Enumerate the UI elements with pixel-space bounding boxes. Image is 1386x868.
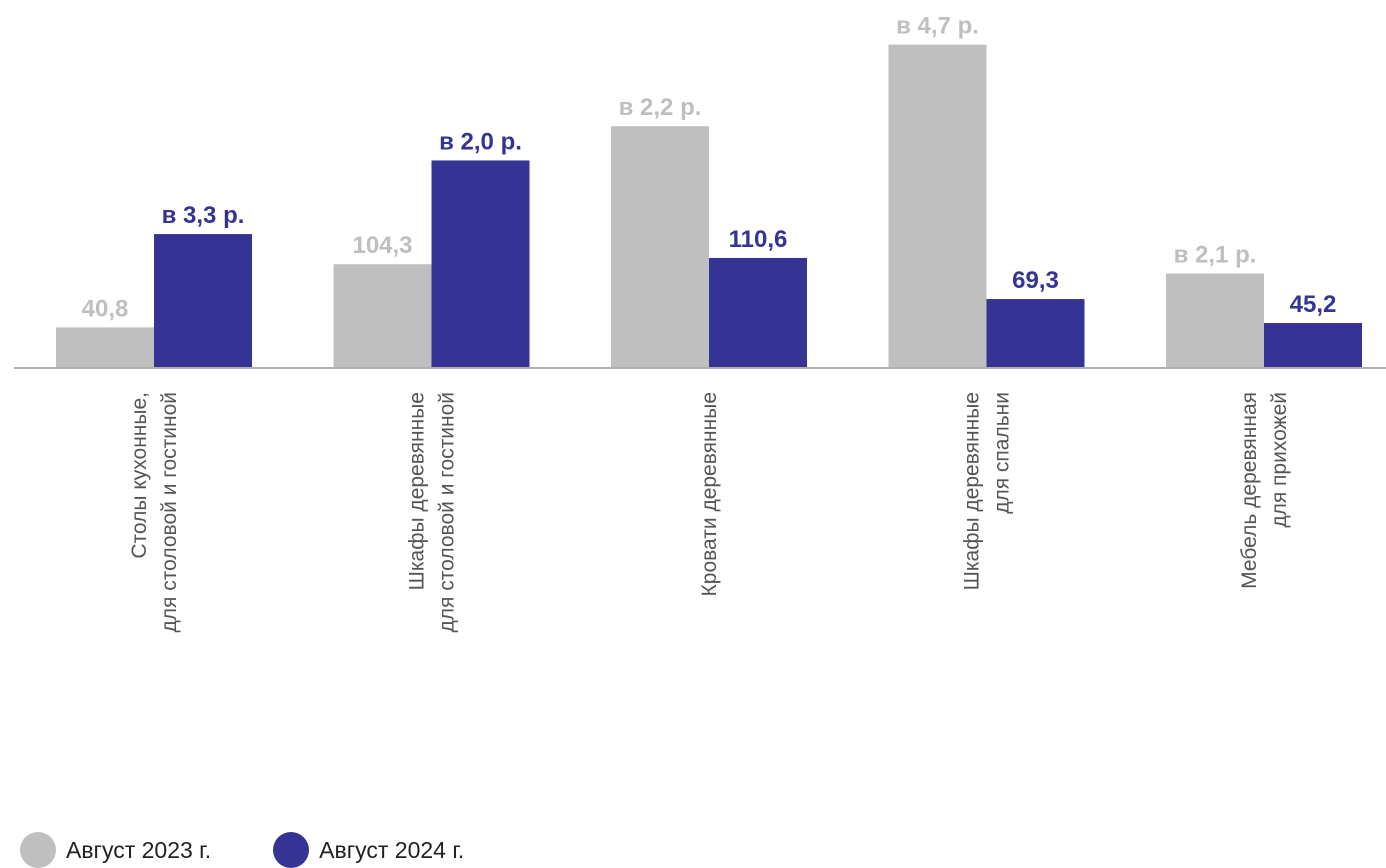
category-label-1: Столы кухонные, для столовой и гостиной (128, 392, 181, 632)
category-label-3-line-1: Кровати деревянные (698, 392, 721, 596)
value-label-2024-cat-2: в 2,0 р. (439, 128, 522, 155)
bar-2023-cat-2 (333, 264, 432, 368)
value-label-2023-cat-2: 104,3 (352, 232, 412, 259)
value-label-2023-cat-1: 40,8 (82, 295, 129, 322)
category-label-4-line-1: Шкафы деревянные (961, 392, 984, 590)
category-label-5-line-2: для прихожей (1268, 392, 1291, 528)
value-label-2024-cat-1: в 3,3 р. (162, 202, 245, 229)
value-label-2023-cat-4: в 4,7 р. (896, 13, 979, 40)
value-label-2023-cat-3: в 2,2 р. (619, 94, 702, 121)
value-label-2023-cat-5: в 2,1 р. (1174, 242, 1257, 269)
category-label-1-line-2: для столовой и гостиной (158, 392, 181, 632)
bar-2024-cat-1 (154, 234, 252, 368)
legend-item-2023: Август 2023 г. (20, 832, 211, 868)
bar-2023-cat-4 (888, 44, 987, 368)
category-label-2-line-1: Шкафы деревянные (406, 392, 429, 590)
value-label-2024-cat-4: 69,3 (1012, 267, 1059, 294)
legend-item-2024: Август 2024 г. (273, 832, 464, 868)
category-label-2-line-2: для столовой и гостиной (436, 392, 459, 632)
legend: Август 2023 г. Август 2024 г. (20, 832, 526, 868)
value-labels-layer: 40,8 в 3,3 р. 104,3 в 2,0 р. в 2,2 р. 110,6 в … (82, 13, 1337, 323)
category-label-4: Шкафы деревянные для спальни (961, 392, 1014, 590)
category-label-2: Шкафы деревянные для столовой и гостиной (406, 392, 459, 632)
category-label-3: Кровати деревянные (698, 392, 721, 596)
category-label-5: Мебель деревянная для прихожей (1238, 392, 1291, 589)
bar-2023-cat-5 (1166, 273, 1264, 368)
bar-2024-cat-3 (709, 257, 807, 368)
bar-2023-cat-1 (56, 327, 154, 368)
value-label-2024-cat-3: 110,6 (729, 226, 788, 253)
legend-label-2024: Август 2024 г. (319, 836, 465, 863)
legend-label-2023: Август 2023 г. (66, 836, 212, 863)
category-labels-layer: Столы кухонные, для столовой и гостиной Шк… (128, 392, 1291, 632)
value-label-2024-cat-5: 45,2 (1290, 291, 1337, 318)
bar-2024-cat-5 (1264, 323, 1362, 368)
bar-2024-cat-2 (431, 160, 530, 368)
bar-2024-cat-4 (986, 299, 1085, 368)
category-label-1-line-1: Столы кухонные, (128, 392, 151, 559)
legend-swatch-2023 (20, 832, 56, 868)
category-label-5-line-1: Мебель деревянная (1238, 392, 1261, 589)
bars-layer (56, 44, 1362, 368)
legend-swatch-2024 (273, 832, 310, 868)
bar-2023-cat-3 (611, 126, 709, 368)
category-label-4-line-2: для спальни (991, 392, 1014, 514)
